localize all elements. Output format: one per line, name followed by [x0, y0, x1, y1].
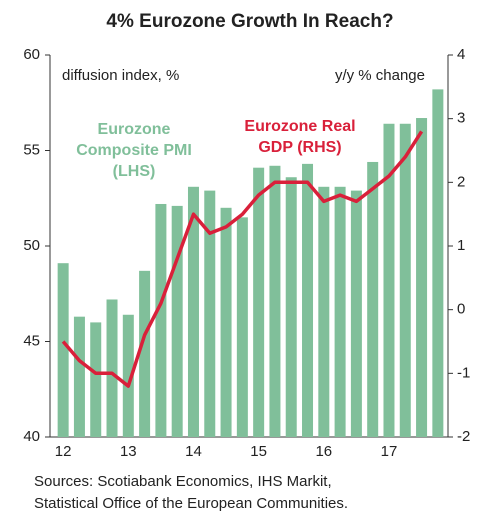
bar	[285, 177, 297, 438]
bar	[106, 299, 118, 437]
bar	[236, 217, 248, 437]
y-tick-label: 40	[23, 428, 40, 445]
bar	[204, 190, 216, 437]
bar	[367, 161, 379, 437]
x-tick-label: 12	[55, 443, 72, 460]
y2-tick-label: 2	[457, 173, 465, 190]
bar	[139, 270, 151, 437]
bar	[318, 186, 330, 437]
y2-tick-label: -1	[457, 364, 470, 381]
source: Statistical Office of the European Commu…	[34, 495, 348, 512]
bar	[302, 163, 314, 437]
bar	[155, 203, 167, 437]
x-tick-label: 15	[250, 443, 267, 460]
bar	[432, 89, 444, 437]
x-tick-label: 16	[315, 443, 332, 460]
chart-title: 4% Eurozone Growth In Reach?	[106, 11, 393, 32]
y-tick-label: 55	[23, 141, 40, 158]
y2-tick-label: -2	[457, 428, 470, 445]
right-unit: y/y % change	[335, 67, 425, 84]
x-tick-label: 17	[381, 443, 398, 460]
left-unit: diffusion index, %	[62, 67, 179, 84]
bar	[269, 165, 281, 437]
y2-tick-label: 0	[457, 301, 465, 318]
y-tick-label: 45	[23, 332, 40, 349]
bar	[334, 186, 346, 437]
bar	[73, 316, 85, 437]
bar	[122, 314, 134, 437]
bar	[220, 207, 232, 437]
bar	[253, 167, 265, 437]
x-tick-label: 13	[120, 443, 137, 460]
gdp-label: Eurozone Real	[244, 118, 355, 135]
pmi-label: Eurozone	[98, 121, 171, 138]
line	[61, 130, 424, 388]
gdp-label: GDP (RHS)	[258, 139, 341, 156]
bar	[383, 123, 395, 437]
y-tick-label: 50	[23, 237, 40, 254]
pmi-label: (LHS)	[113, 163, 156, 180]
bar	[187, 186, 199, 437]
x-tick-label: 14	[185, 443, 202, 460]
y2-tick-label: 1	[457, 237, 465, 254]
y2-tick-label: 3	[457, 110, 465, 127]
bar	[350, 190, 362, 437]
bar	[416, 118, 428, 437]
source: Sources: Scotiabank Economics, IHS Marki…	[34, 473, 332, 490]
bar	[57, 263, 69, 437]
pmi-label: Composite PMI	[76, 142, 192, 159]
y-tick-label: 60	[23, 46, 40, 63]
y2-tick-label: 4	[457, 46, 465, 63]
bar	[399, 123, 411, 437]
bar	[90, 322, 102, 437]
bar	[171, 205, 183, 437]
